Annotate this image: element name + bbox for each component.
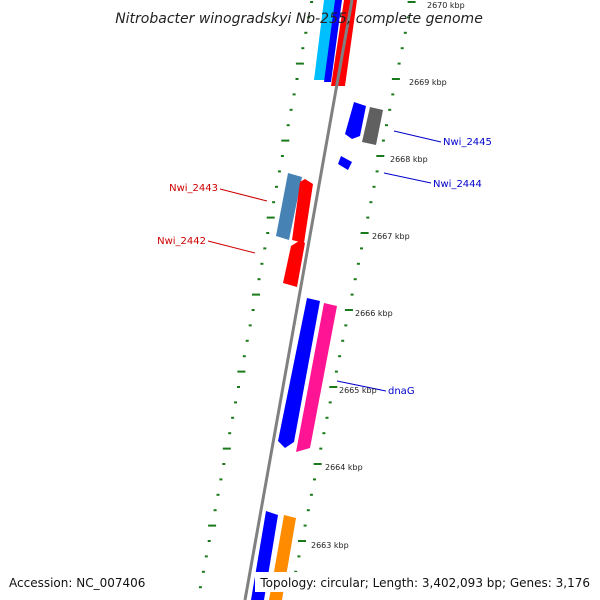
gene-cyan[interactable] <box>314 0 337 80</box>
gene-dark-gray[interactable] <box>362 107 383 145</box>
topology-text: Topology: circular; Length: 3,402,093 bp… <box>259 576 590 590</box>
kbp-labels: 2670 kbp 2669 kbp 2668 kbp 2667 kbp 2666… <box>311 1 465 550</box>
gene-nwi-2443[interactable] <box>292 179 313 243</box>
map-title: Nitrobacter winogradskyi Nb-255, complet… <box>115 11 483 27</box>
kbp-label-2664: 2664 kbp <box>325 463 363 472</box>
kbp-label-2668: 2668 kbp <box>390 155 428 164</box>
kbp-label-2670: 2670 kbp <box>427 1 465 10</box>
label-dnag: dnaG <box>388 386 415 397</box>
label-nwi-2445: Nwi_2445 <box>443 137 492 148</box>
kbp-label-2665: 2665 kbp <box>339 386 377 395</box>
gene-nwi-2442[interactable] <box>283 241 305 287</box>
label-nwi-2443: Nwi_2443 <box>169 183 218 194</box>
gene-labels: Nwi_2445 Nwi_2444 Nwi_2443 Nwi_2442 dnaG <box>157 137 492 397</box>
leader-lines <box>207 130 442 392</box>
footer: Accession: NC_007406 Topology: circular;… <box>9 572 600 592</box>
kbp-label-2667: 2667 kbp <box>372 232 410 241</box>
gene-blue-dnaG-left[interactable] <box>278 298 320 448</box>
label-nwi-2444: Nwi_2444 <box>433 179 482 190</box>
accession-text: Accession: NC_007406 <box>9 576 145 590</box>
gene-nwi-2445[interactable] <box>345 102 366 139</box>
kbp-label-2669: 2669 kbp <box>409 78 447 87</box>
gene-dnaG[interactable] <box>296 303 337 452</box>
genome-backbone <box>243 0 354 600</box>
gene-nwi-2443-blue[interactable] <box>276 173 302 240</box>
label-nwi-2442: Nwi_2442 <box>157 236 206 247</box>
genes <box>251 0 383 600</box>
kbp-label-2663: 2663 kbp <box>311 541 349 550</box>
kbp-label-2666: 2666 kbp <box>355 309 393 318</box>
gene-nwi-2444[interactable] <box>338 156 352 170</box>
tick-marks <box>198 1 416 589</box>
gene-blue-top[interactable] <box>324 0 342 82</box>
